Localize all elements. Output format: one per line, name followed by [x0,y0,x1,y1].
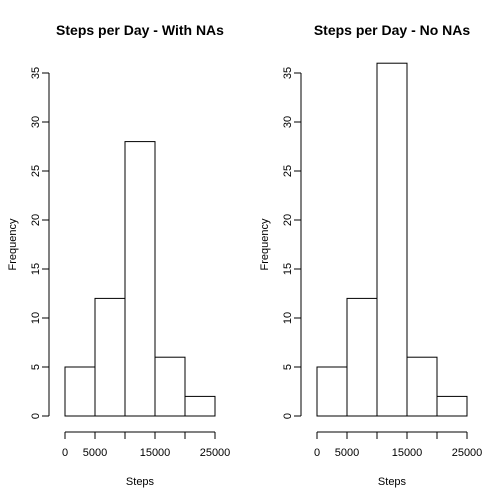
histogram-bar [436,395,468,417]
y-tick-label: 5 [30,364,42,370]
y-tick-label: 35 [282,67,294,79]
y-tick-label: 5 [282,364,294,370]
x-tick-label: 5000 [335,447,359,459]
histogram-bar [64,366,96,417]
x-tick-label: 25000 [200,447,231,459]
histogram-bar [316,366,348,417]
chart-panel-with-nas: Steps per Day - With NAs 0 5 10 15 20 25 30 35 0 5… [7,22,230,488]
y-tick-label: 20 [30,214,42,226]
y-tick-label: 0 [282,413,294,419]
y-tick-label: 25 [282,165,294,177]
x-axis-label: Steps [378,476,407,488]
histogram-bar [406,356,438,417]
x-tick-label: 5000 [83,447,107,459]
x-tick-label: 0 [314,447,320,459]
histogram-bar [154,356,186,417]
y-tick-label: 10 [30,312,42,324]
x-tick-label: 15000 [392,447,423,459]
chart-title: Steps per Day - With NAs [56,22,224,38]
y-tick-label: 20 [282,214,294,226]
y-axis-label: Frequency [259,218,271,270]
x-tick-label: 25000 [452,447,483,459]
y-tick-label: 35 [30,67,42,79]
y-tick-label: 25 [30,165,42,177]
histogram-bar [124,141,156,417]
histogram-bar [94,297,126,417]
y-tick-label: 0 [30,413,42,419]
y-tick-label: 15 [282,263,294,275]
histogram-bar [346,297,378,417]
y-tick-label: 10 [282,312,294,324]
chart-title: Steps per Day - No NAs [314,22,471,38]
x-tick-label: 15000 [140,447,171,459]
chart-panel-no-nas: Steps per Day - No NAs 0 5 10 15 20 25 30 35 0 500… [259,22,482,488]
histogram-bar [184,395,216,417]
x-axis-label: Steps [126,476,155,488]
y-tick-label: 15 [30,263,42,275]
y-axis-label: Frequency [7,218,19,270]
y-tick-label: 30 [30,116,42,128]
x-tick-label: 0 [62,447,68,459]
y-tick-label: 30 [282,116,294,128]
histogram-bar [376,62,408,417]
